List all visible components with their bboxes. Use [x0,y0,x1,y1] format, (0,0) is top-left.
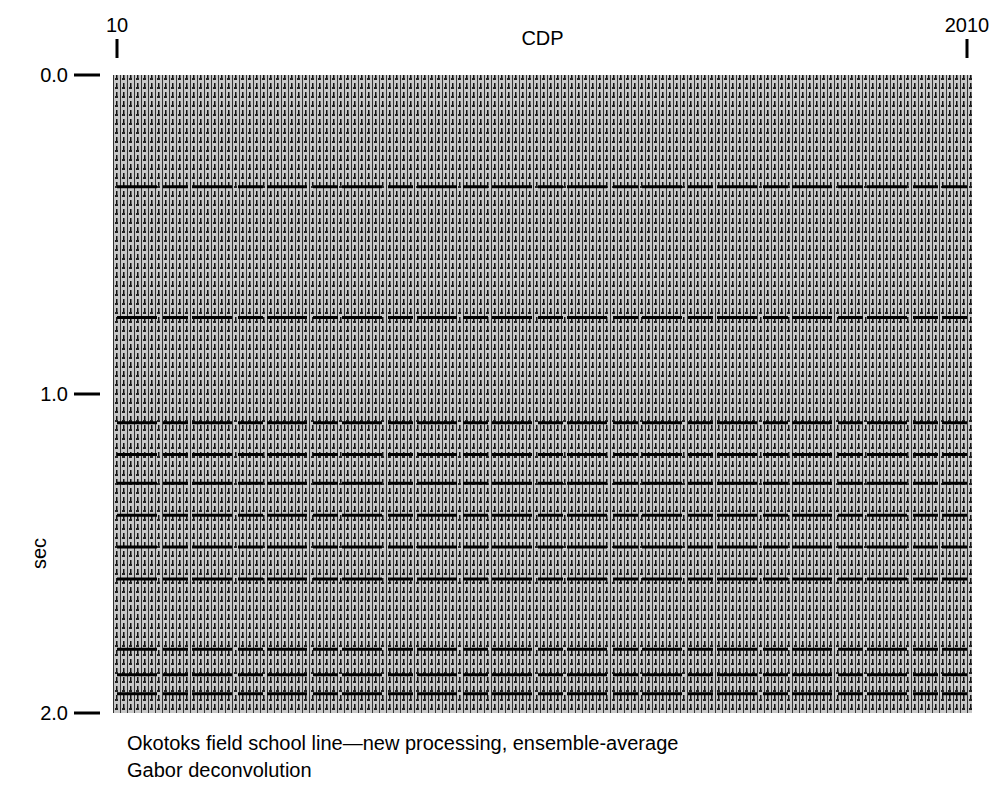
reflector [117,546,967,549]
y-tick-label: 0.0 [40,64,68,86]
x-tick [116,39,119,58]
reflector [117,692,967,695]
y-tick [74,712,100,715]
x-tick [966,39,969,58]
reflector [117,514,967,517]
x-axis-title: CDP [521,27,563,49]
y-tick-label: 2.0 [40,702,68,724]
reflector [117,578,967,581]
caption: Gabor deconvolution [127,759,312,781]
reflector [117,673,967,676]
reflector [117,316,967,319]
y-axis-title: sec [28,538,50,569]
y-tick [74,393,100,396]
y-tick [74,74,100,77]
reflector [117,482,967,485]
caption: Okotoks field school line—new processing… [127,732,678,754]
reflector [117,421,967,424]
reflector [117,453,967,456]
chart: 10 2010 CDP 0.0 1.0 2.0 sec Okotoks field schoo… [0,0,992,795]
section-background [113,75,972,713]
x-axis: 10 2010 [106,14,989,58]
reflector [117,648,967,651]
y-tick-label: 1.0 [40,383,68,405]
x-tick-label: 2010 [945,14,990,36]
reflector [117,185,967,188]
reflectors [117,187,967,694]
x-tick-label: 10 [106,14,128,36]
y-axis: 0.0 1.0 2.0 [40,64,100,724]
